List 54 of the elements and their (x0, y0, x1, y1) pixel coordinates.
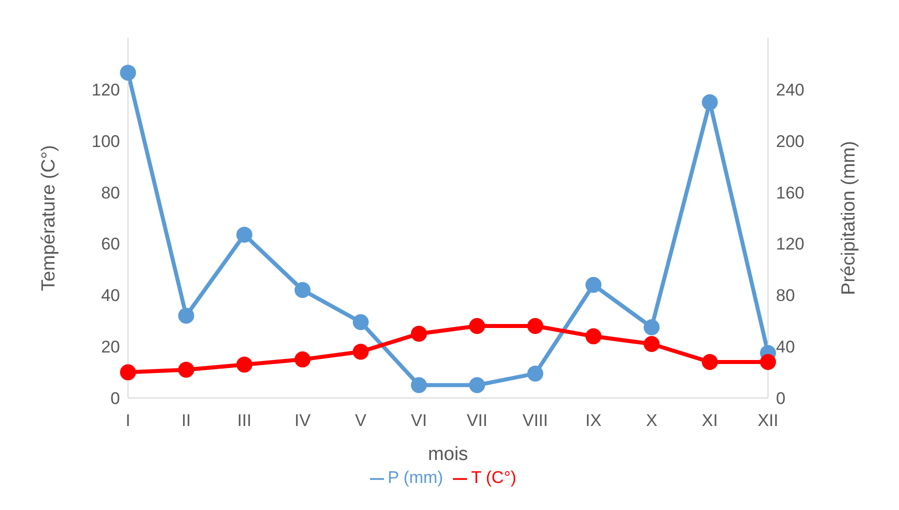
y2-tick-label: 240 (776, 80, 804, 100)
point (294, 351, 311, 368)
point (410, 377, 427, 394)
point (410, 326, 427, 342)
x-tick-label: III (237, 411, 252, 430)
point (178, 308, 194, 324)
point (178, 362, 194, 378)
x-tick-label: VII (466, 411, 488, 430)
y2-tick-label: 80 (776, 286, 795, 306)
point (236, 356, 252, 373)
y2-axis-title: Précipitation (mm) (838, 140, 860, 296)
point (294, 282, 311, 298)
x-axis-title: mois (428, 444, 468, 465)
point (702, 354, 718, 370)
x-tick-label: XI (702, 411, 718, 430)
x-tick-label: V (355, 411, 368, 430)
x-tick-label: II (181, 411, 191, 430)
point (120, 64, 136, 81)
point (120, 364, 136, 380)
x-tick-label: VIII (522, 411, 548, 430)
y2-tick-label: 0 (776, 389, 786, 408)
point (352, 344, 369, 360)
y-tick-label: 60 (101, 234, 120, 254)
x-tick-label: X (646, 411, 658, 430)
legend-label: P (mm) (388, 468, 444, 487)
y-tick-label: 40 (101, 286, 120, 306)
point (527, 318, 544, 334)
y-tick-label: 20 (101, 338, 120, 357)
y-axis-title: Température (C°) (38, 145, 60, 291)
y-tick-label: 100 (92, 132, 120, 151)
y-tick-label: 80 (101, 183, 120, 202)
y2-tick-label: 120 (776, 234, 804, 254)
x-tick-label: XII (758, 411, 778, 430)
point (585, 276, 602, 293)
y2-tick-label: 200 (776, 132, 804, 151)
point (469, 318, 486, 334)
point (644, 336, 660, 352)
point (585, 328, 602, 344)
x-tick-label: IX (585, 411, 602, 430)
y-tick-label: 0 (110, 389, 120, 408)
point (702, 94, 718, 110)
point (644, 319, 660, 336)
y2-tick-label: 40 (776, 338, 795, 357)
point (352, 314, 369, 330)
x-tick-label: IV (294, 411, 312, 430)
point (527, 366, 544, 382)
x-tick-label: I (126, 411, 130, 430)
point (236, 226, 252, 243)
y2-tick-label: 160 (776, 183, 804, 202)
point (760, 354, 776, 370)
point (469, 377, 486, 394)
y-tick-label: 120 (92, 80, 120, 100)
legend-label: T (C°) (471, 468, 516, 487)
x-tick-label: VI (410, 411, 427, 430)
